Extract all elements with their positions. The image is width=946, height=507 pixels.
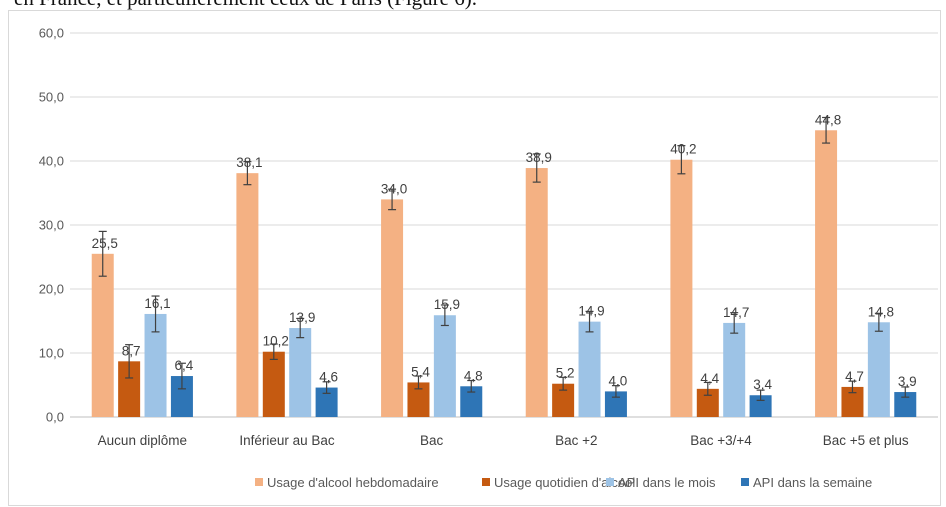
x-category-label: Inférieur au Bac <box>239 433 335 448</box>
y-tick-label: 10,0 <box>39 346 64 361</box>
bar <box>289 328 312 417</box>
bar <box>552 383 575 417</box>
y-tick-label: 20,0 <box>39 282 64 297</box>
data-labels: 25,5 8,7 16,1 6,4 38,1 10,213,9 4,6 34,0 5,4 15,9… <box>92 112 917 392</box>
legend-swatch <box>606 478 614 486</box>
bar <box>749 395 772 417</box>
data-label: 13,9 <box>289 310 315 325</box>
bar <box>91 253 114 417</box>
legend-label: API dans la semaine <box>753 475 872 490</box>
chart-area-border <box>8 10 941 506</box>
data-label: 4,7 <box>845 369 864 384</box>
bar <box>696 388 719 417</box>
bar <box>723 322 746 417</box>
legend-label: Usage d'alcool hebdomadaire <box>267 475 439 490</box>
bar <box>841 386 864 417</box>
bar <box>407 382 430 417</box>
data-label: 3,9 <box>898 374 917 389</box>
data-label: 4,8 <box>464 368 483 383</box>
data-label: 10,2 <box>263 334 289 349</box>
bar <box>144 313 167 417</box>
bar <box>262 351 285 417</box>
bar <box>118 361 141 417</box>
y-tick-label: 60,0 <box>39 26 64 41</box>
y-axis-ticks: 0,0 10,0 20,0 30,0 40,0 50,0 60,0 <box>39 26 64 425</box>
data-label: 14,9 <box>578 304 604 319</box>
bar <box>433 315 456 417</box>
x-category-label: Bac +5 et plus <box>823 433 909 448</box>
bar <box>381 199 404 417</box>
legend-swatch <box>255 478 263 486</box>
data-label: 8,7 <box>122 343 141 358</box>
legend-label: API dans le mois <box>618 475 716 490</box>
bar <box>315 387 338 417</box>
legend-swatch <box>482 478 490 486</box>
error-bars <box>98 116 910 401</box>
bar <box>525 168 548 417</box>
data-label: 16,1 <box>144 296 170 311</box>
x-category-label: Bac <box>420 433 444 448</box>
data-label: 4,0 <box>609 373 628 388</box>
data-label: 38,1 <box>236 155 262 170</box>
bar <box>460 386 483 417</box>
data-label: 38,9 <box>526 150 552 165</box>
data-label: 6,4 <box>175 358 194 373</box>
data-label: 34,0 <box>381 181 407 196</box>
legend-label: Usage quotidien d'alcool <box>494 475 635 490</box>
data-label: 25,5 <box>92 236 118 251</box>
bar <box>894 392 917 417</box>
data-label: 44,8 <box>815 112 841 127</box>
data-label: 14,7 <box>723 305 749 320</box>
y-tick-label: 50,0 <box>39 90 64 105</box>
y-tick-label: 0,0 <box>46 410 64 425</box>
data-label: 4,6 <box>319 370 338 385</box>
bar <box>236 173 259 417</box>
data-label: 14,8 <box>868 304 894 319</box>
y-tick-label: 40,0 <box>39 154 64 169</box>
bar <box>670 159 693 417</box>
x-category-label: Aucun diplôme <box>98 433 187 448</box>
data-label: 5,2 <box>556 366 575 381</box>
bar <box>578 321 601 417</box>
bars <box>91 130 917 417</box>
data-label: 40,2 <box>670 142 696 157</box>
preceding-text-line: en France, et particulièrement ceux de P… <box>14 0 477 11</box>
legend-swatch <box>741 478 749 486</box>
x-category-label: Bac +2 <box>555 433 597 448</box>
gridlines <box>70 32 938 418</box>
legend: Usage d'alcool hebdomadaire Usage quotidi… <box>255 475 872 490</box>
bar <box>867 322 890 417</box>
bar <box>170 376 193 417</box>
bar <box>604 391 627 417</box>
data-label: 15,9 <box>434 297 460 312</box>
bar <box>815 130 838 417</box>
y-tick-label: 30,0 <box>39 218 64 233</box>
data-label: 4,4 <box>700 371 719 386</box>
x-axis-categories: Aucun diplôme Inférieur au Bac Bac Bac +2 Ba… <box>98 433 909 448</box>
data-label: 5,4 <box>411 364 430 379</box>
x-category-label: Bac +3/+4 <box>690 433 752 448</box>
data-label: 3,4 <box>753 377 772 392</box>
